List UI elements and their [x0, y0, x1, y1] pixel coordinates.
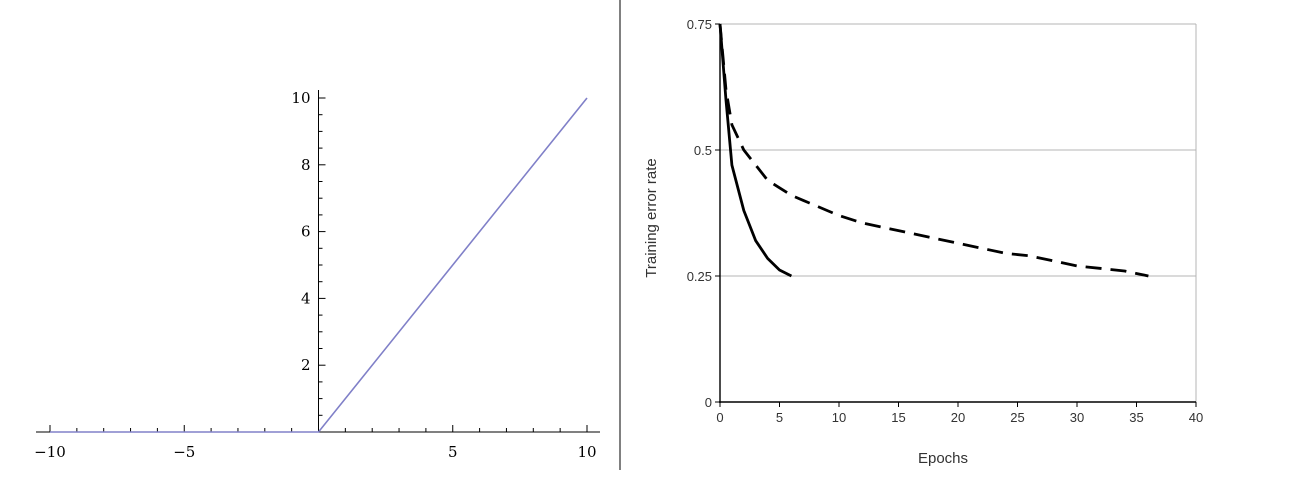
x-tick-label: 10 [577, 443, 596, 461]
relu-x-ticks: −10 −5 5 10 [34, 425, 597, 461]
x-tick-label: 20 [951, 410, 965, 425]
y-tick-label: 2 [301, 356, 311, 374]
x-tick-label: 40 [1189, 410, 1203, 425]
y-tick-label: 0.75 [687, 17, 712, 32]
relu-line [50, 97, 588, 433]
x-tick-label: 30 [1070, 410, 1084, 425]
y-axis-label: Training error rate [643, 158, 660, 278]
x-tick-label: −10 [34, 443, 66, 461]
x-tick-label: 10 [832, 410, 846, 425]
y-tick-label: 8 [301, 156, 311, 174]
relu-axes [36, 90, 600, 433]
x-tick-label: 25 [1010, 410, 1024, 425]
y-tick-label: 4 [301, 289, 311, 307]
y-tick-label: 0.25 [687, 269, 712, 284]
x-tick-label: 15 [891, 410, 905, 425]
error-x-ticks: 0 5 10 15 20 25 30 35 40 [716, 402, 1203, 425]
x-axis-label: Epochs [918, 450, 968, 467]
solid-error-line [718, 23, 793, 278]
x-tick-label: 5 [448, 443, 458, 461]
y-tick-label: 0 [705, 395, 712, 410]
training-error-chart: 0 5 10 15 20 25 30 35 40 0 0.25 0.5 0.75 Epochs Tra… [643, 17, 1203, 467]
x-tick-label: 35 [1129, 410, 1143, 425]
relu-series [50, 97, 588, 433]
y-tick-label: 6 [301, 223, 311, 241]
error-y-ticks: 0 0.25 0.5 0.75 [687, 17, 720, 410]
relu-chart: −10 −5 5 10 2 4 6 8 10 [34, 89, 600, 461]
x-tick-label: 5 [776, 410, 783, 425]
error-axes [719, 24, 1196, 403]
error-gridlines [720, 23, 1197, 402]
y-tick-label: 0.5 [694, 143, 712, 158]
y-tick-label: 10 [291, 89, 310, 107]
x-tick-label: 0 [716, 410, 723, 425]
x-tick-label: −5 [173, 443, 195, 461]
error-series [718, 23, 1149, 278]
relu-y-ticks: 2 4 6 8 10 [291, 89, 326, 416]
